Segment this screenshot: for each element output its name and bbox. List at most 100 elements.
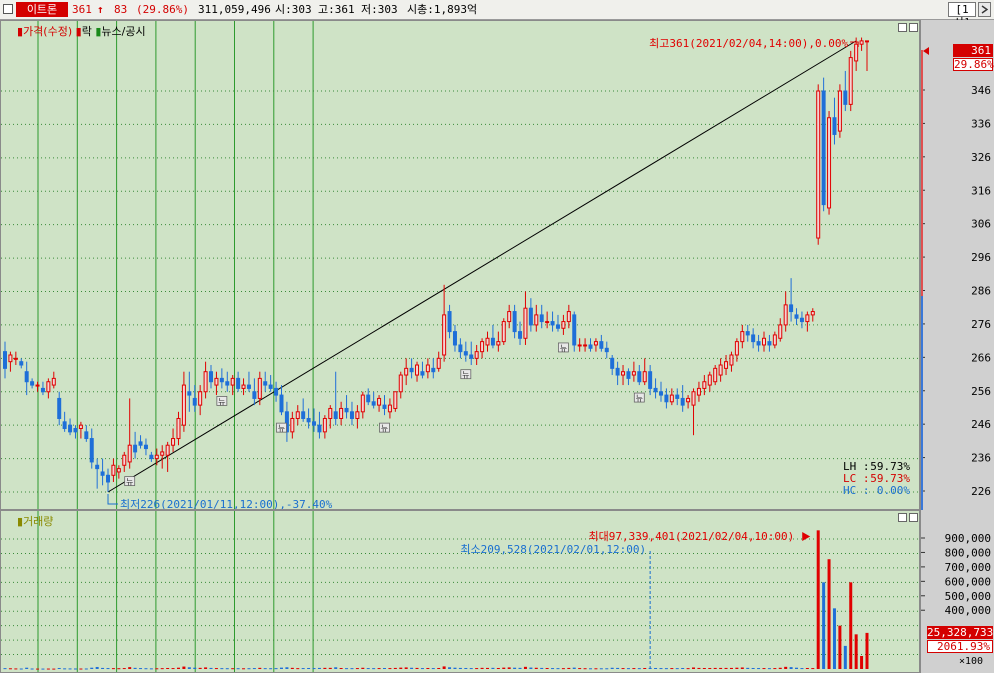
volume-axis[interactable]: 400,000 500,000 600,000 700,000 800,000 900,0… [920,510,994,673]
volume-bar [160,668,164,670]
news-marker [216,396,228,406]
stock-name-box[interactable]: 이트론 [16,2,68,17]
volume-bar [626,668,630,670]
candle-body [566,311,571,323]
volume-bar [534,667,538,669]
price-axis-label: 306 [971,218,991,231]
volume-bar [3,668,7,670]
candle-body [46,381,51,393]
candle-body [306,417,311,423]
candle-body [588,344,593,349]
volume-bar [258,667,262,669]
candle-body [230,377,235,386]
volume-bar [57,667,61,669]
volume-bar [724,667,728,669]
candle-body [73,428,78,433]
candle-body [355,411,360,419]
candle-body [832,117,837,135]
price-min-label: 최저226(2021/01/11,12:00),-37.40% [120,498,333,509]
select-checkbox[interactable] [3,4,13,14]
news-marker [276,422,287,433]
legend-volume[interactable]: 거래량 [23,515,54,528]
volume-bar [632,668,636,670]
current-price-arrow-icon [923,47,929,55]
volume-bar [328,667,332,669]
volume-axis-label: 600,000 [945,575,991,588]
candle-body [469,354,474,359]
pane-close-button[interactable] [909,513,918,522]
volume-max-arrow-icon [802,532,811,541]
volume-pane[interactable]: 최대97,339,401(2021/02/04,10:00) 최소209,528(… [0,510,920,673]
volume-unit-label: ×100 [959,656,984,667]
candle-body [263,381,268,386]
candle-body [436,357,441,369]
pane-minimize-button[interactable] [898,23,907,32]
scroll-right-button[interactable] [978,2,991,17]
price-axis-label: 296 [971,251,991,264]
candle-body [393,391,398,409]
volume-bar [670,668,674,670]
volume-bar [361,667,365,669]
candle-body [718,364,723,376]
legend-volume-marker: ▮ [17,515,24,528]
candle-body [333,411,338,419]
volume-bar [507,667,511,669]
volume-bar [453,667,457,669]
candle-body [116,468,121,473]
candle-body [843,90,848,105]
range-bar-up [921,50,923,296]
legend-news[interactable]: 뉴스/공시 [101,25,146,38]
price-axis[interactable]: 226 236 246 256 266 276 286 296 306 316 326 336 346 … [920,20,994,510]
volume-bar [144,668,148,670]
volume-bar [832,608,836,669]
legend-price[interactable]: 가격(수정) [23,25,73,38]
volume-bar [637,668,641,670]
price-chart[interactable]: 뉴뉴뉴 뉴뉴뉴뉴최고361(2021/02/04,14:00),0.00%최저22… [1,21,919,509]
candle-body [404,367,409,376]
volume-bar [567,667,571,669]
candle-body [604,347,609,353]
volume-bar [681,667,685,669]
volume-bar [198,667,202,669]
volume-bar [420,668,424,670]
candle-body [317,424,322,433]
candle-body [799,317,804,323]
volume-legend: ▮거래량 [17,513,53,529]
stat-value: 59.73% [870,472,910,485]
candle-body [51,377,56,386]
news-marker-label: 뉴 [381,424,388,433]
legend-rak[interactable]: 락 [81,25,92,38]
legend-news-marker: ▮ [95,25,102,38]
volume-chart[interactable]: 최대97,339,401(2021/02/04,10:00)최소209,528(… [1,511,919,672]
price-axis-label: 326 [971,151,991,164]
market-cap: 시총:1,893억 [407,3,478,16]
volume-bar [41,668,45,670]
high-price: 고:361 [318,3,355,16]
pane-close-button[interactable] [909,23,918,32]
price-axis-ticks: 226 236 246 256 266 276 286 296 306 316 326 336 346 [921,47,991,510]
volume-bar [719,667,723,669]
candle-body [827,117,832,209]
price-change-pct: (29.86%) [136,3,189,16]
volume-bar [323,667,327,669]
candle-body [653,387,658,393]
candle-body [452,331,457,346]
interval-button[interactable]: [1시] [948,2,976,29]
volume-bar [345,668,349,670]
price-axis-label: 316 [971,184,991,197]
candle-body [322,417,327,433]
pane-minimize-button[interactable] [898,513,907,522]
stat-value: 0.00% [877,484,910,497]
candle-body [658,391,663,396]
low-price: 저:303 [361,3,398,16]
candle-body [290,417,295,433]
candle-body [35,384,40,387]
volume-bar [702,667,706,669]
candle-body [387,404,392,413]
candle-body [458,344,463,353]
candle-body [171,438,176,446]
volume-bar [860,656,864,669]
candle-body [610,357,615,369]
price-pane[interactable]: 뉴 뉴 뉴 뉴 뉴 뉴 뉴 최고361(2021/02/04,14:00),0.00% 최저22… [0,20,920,510]
